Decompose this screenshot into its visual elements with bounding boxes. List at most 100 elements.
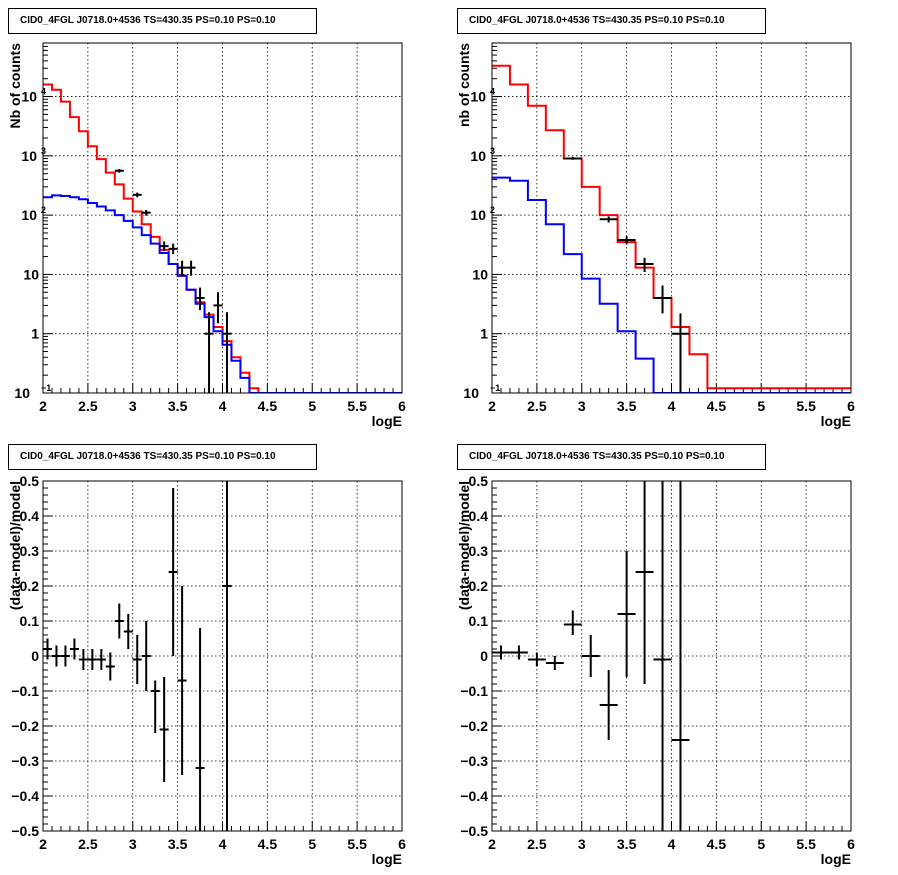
y-tick-label: 10 <box>472 266 488 282</box>
x-axis-title: logE <box>821 413 851 429</box>
y-tick-label: 0.1 <box>20 613 40 629</box>
y-tick-label: 10 <box>463 385 479 401</box>
x-tick-label: 3.5 <box>617 398 637 414</box>
series-histogram-1 <box>492 176 851 393</box>
data-point <box>159 677 169 782</box>
y-axis-title: Nb of counts <box>7 43 23 129</box>
pad-counts-right: CID0_4FGL J0718.0+4536 TS=430.35 PS=0.10… <box>449 0 898 437</box>
plot-title: CID0_4FGL J0718.0+4536 TS=430.35 PS=0.10… <box>8 8 317 34</box>
data-point <box>78 649 88 670</box>
plot-area <box>43 83 402 393</box>
chart-svg: 2 2.5 3 3.5 4 4.5 5 5.5 6 10 −1 1 10 10 2 10 3 10 4 logE nb … <box>456 42 855 429</box>
series-histogram-0 <box>43 83 402 393</box>
y-tick-label: −0.1 <box>460 683 488 699</box>
x-tick-label: 3 <box>129 836 137 852</box>
data-point <box>195 287 205 311</box>
y-tick-label: 10 <box>14 385 30 401</box>
x-tick-label: 4 <box>219 836 227 852</box>
y-tick-label: 0.1 <box>469 613 489 629</box>
data-point <box>141 621 151 691</box>
data-point <box>168 243 178 255</box>
x-tick-label: 3.5 <box>168 836 188 852</box>
data-point <box>581 635 600 677</box>
y-tick-exponent: 3 <box>41 146 46 156</box>
data-point <box>635 481 654 684</box>
pad-counts-left: CID0_4FGL J0718.0+4536 TS=430.35 PS=0.10… <box>0 0 449 437</box>
plot-frame <box>491 42 852 394</box>
x-tick-label: 6 <box>398 398 406 414</box>
x-tick-label: 5 <box>757 398 765 414</box>
data-point <box>222 481 232 831</box>
x-tick-label: 4.5 <box>707 836 727 852</box>
y-tick-label: 0.4 <box>20 508 40 524</box>
x-tick-label: 6 <box>398 836 406 852</box>
y-axis-title: nb of counts <box>456 43 472 127</box>
plot-title: CID0_4FGL J0718.0+4536 TS=430.35 PS=0.10… <box>457 444 766 470</box>
y-tick-label: 0.4 <box>469 508 489 524</box>
data-point <box>509 645 528 660</box>
y-axis-title: (data-model)/model <box>7 481 23 610</box>
x-tick-label: 5 <box>757 836 765 852</box>
data-point <box>150 680 160 733</box>
data-point <box>43 638 52 660</box>
grid <box>492 481 851 831</box>
data-point <box>599 670 618 740</box>
plot-title: CID0_4FGL J0718.0+4536 TS=430.35 PS=0.10… <box>457 8 766 34</box>
data-point <box>527 652 546 667</box>
y-tick-label: 0.3 <box>469 543 489 559</box>
data-point <box>653 481 672 831</box>
data-point <box>159 241 169 251</box>
x-tick-label: 5.5 <box>796 398 816 414</box>
data-point <box>132 192 142 198</box>
data-point <box>195 628 205 831</box>
x-axis-title: logE <box>372 413 402 429</box>
y-tick-label: 10 <box>23 266 39 282</box>
y-tick-label: −0.1 <box>11 683 39 699</box>
x-tick-label: 4 <box>219 398 227 414</box>
data-point <box>186 260 196 276</box>
data-point <box>563 610 582 635</box>
chart-svg: 2 2.5 3 3.5 4 4.5 5 5.5 6 10 −1 1 10 10 2 10 3 10 4 logE Nb … <box>7 42 406 429</box>
y-tick-label: 0.5 <box>20 473 40 489</box>
x-tick-label: 2.5 <box>78 398 98 414</box>
x-tick-label: 3 <box>129 398 137 414</box>
y-tick-exponent: 2 <box>41 205 46 215</box>
data-point <box>132 635 142 684</box>
data-point <box>545 656 564 670</box>
x-axis-title: logE <box>372 851 402 867</box>
x-tick-label: 3 <box>578 398 586 414</box>
series-histogram-0 <box>492 64 851 390</box>
x-tick-label: 5.5 <box>347 398 367 414</box>
x-tick-label: 2.5 <box>527 398 547 414</box>
data-point <box>213 292 223 324</box>
x-tick-label: 5.5 <box>347 836 367 852</box>
data-point <box>177 586 187 775</box>
y-tick-exponent: 4 <box>490 87 495 97</box>
x-tick-label: 6 <box>847 836 855 852</box>
x-tick-label: 3.5 <box>168 398 188 414</box>
x-tick-label: 2.5 <box>78 836 98 852</box>
data-point <box>617 551 636 677</box>
data-point <box>177 260 187 276</box>
data-point <box>222 312 232 393</box>
y-tick-label: 0.2 <box>20 578 40 594</box>
data-point <box>114 168 124 173</box>
x-tick-label: 5 <box>308 836 316 852</box>
data-point <box>671 313 690 393</box>
y-tick-label: −0.5 <box>460 823 488 839</box>
data-point <box>114 603 124 639</box>
x-tick-label: 2 <box>488 836 496 852</box>
y-tick-exponent: 3 <box>490 146 495 156</box>
data-point <box>653 285 672 314</box>
data-point <box>96 649 106 670</box>
plot-area <box>43 481 232 831</box>
plot-frame <box>42 480 403 832</box>
pad-residual-left: CID0_4FGL J0718.0+4536 TS=430.35 PS=0.10… <box>0 437 449 874</box>
y-tick-label: −0.4 <box>460 788 488 804</box>
y-tick-label: 1 <box>480 326 488 342</box>
y-tick-label: −0.4 <box>11 788 39 804</box>
y-tick-label: 0.2 <box>469 578 489 594</box>
x-tick-label: 3 <box>578 836 586 852</box>
x-tick-label: 4.5 <box>258 398 278 414</box>
